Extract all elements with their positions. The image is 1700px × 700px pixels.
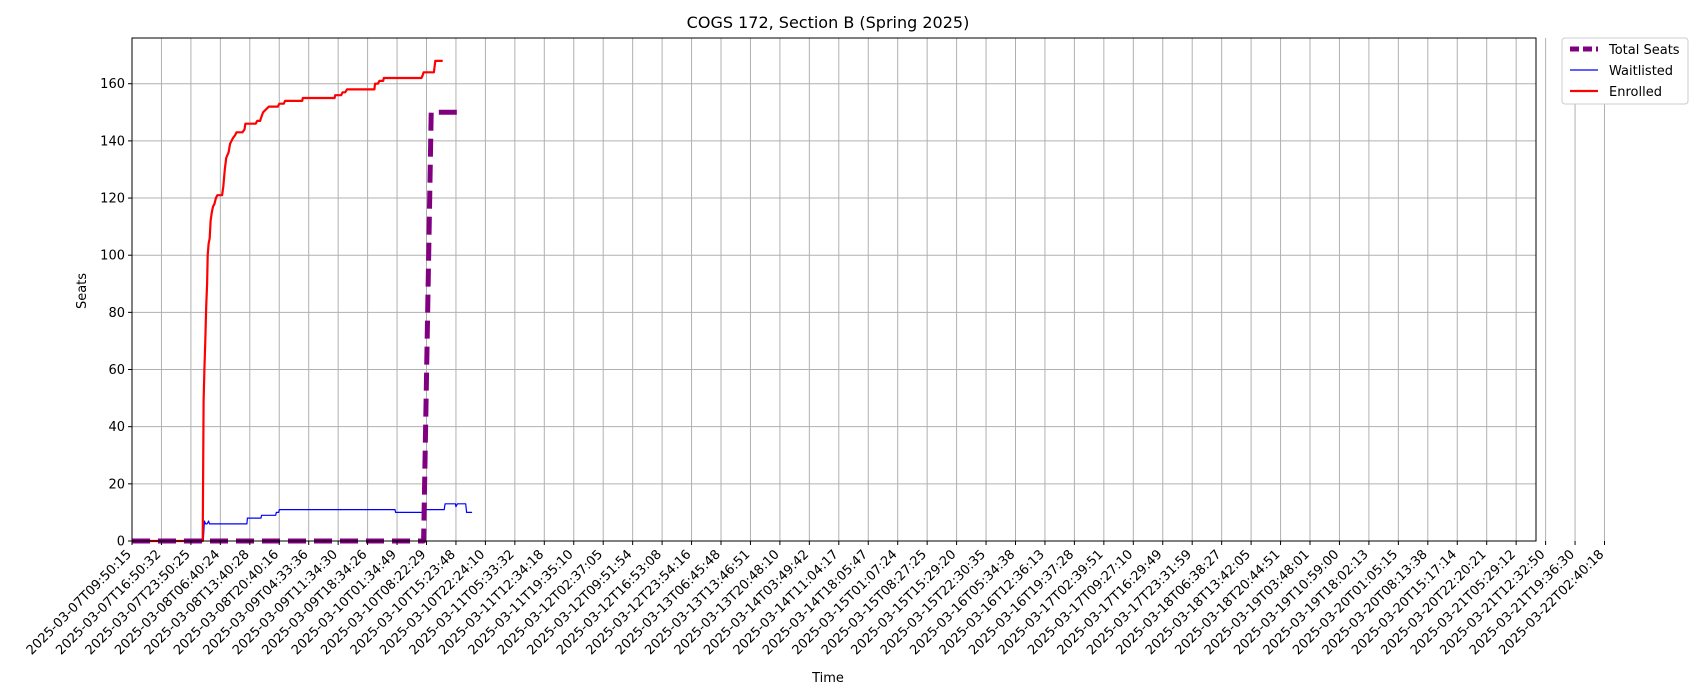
y-tick-label: 60 [108,363,125,378]
x-axis-label: Time [811,671,844,686]
y-tick-label: 40 [108,420,125,435]
y-tick-label: 120 [100,192,125,207]
legend-label: Total Seats [1608,43,1680,58]
y-tick-label: 160 [100,77,125,92]
chart-title: COGS 172, Section B (Spring 2025) [687,13,970,32]
y-tick-label: 140 [100,134,125,149]
plot-series [132,59,473,544]
x-axis: 2025-03-07T09:50:152025-03-07T16:50:3220… [24,541,1607,658]
legend-label: Waitlisted [1609,64,1673,79]
y-axis: 0 20 40 60 80 100 120 140 160 [100,77,132,550]
y-tick-label: 80 [108,306,125,321]
y-tick-label: 0 [117,535,125,550]
legend-box [1561,37,1689,105]
series-line-waitlisted [132,503,473,542]
legend-label: Enrolled [1609,85,1662,100]
y-axis-label: Seats [75,273,90,309]
series-line-total-seats [132,109,462,544]
y-tick-label: 100 [100,249,125,264]
grid [131,38,1605,542]
plot-frame [131,37,1537,542]
series-line-enrolled [132,59,443,543]
legend: Total Seats Waitlisted Enrolled [1561,37,1689,105]
y-tick-label: 20 [108,477,125,492]
